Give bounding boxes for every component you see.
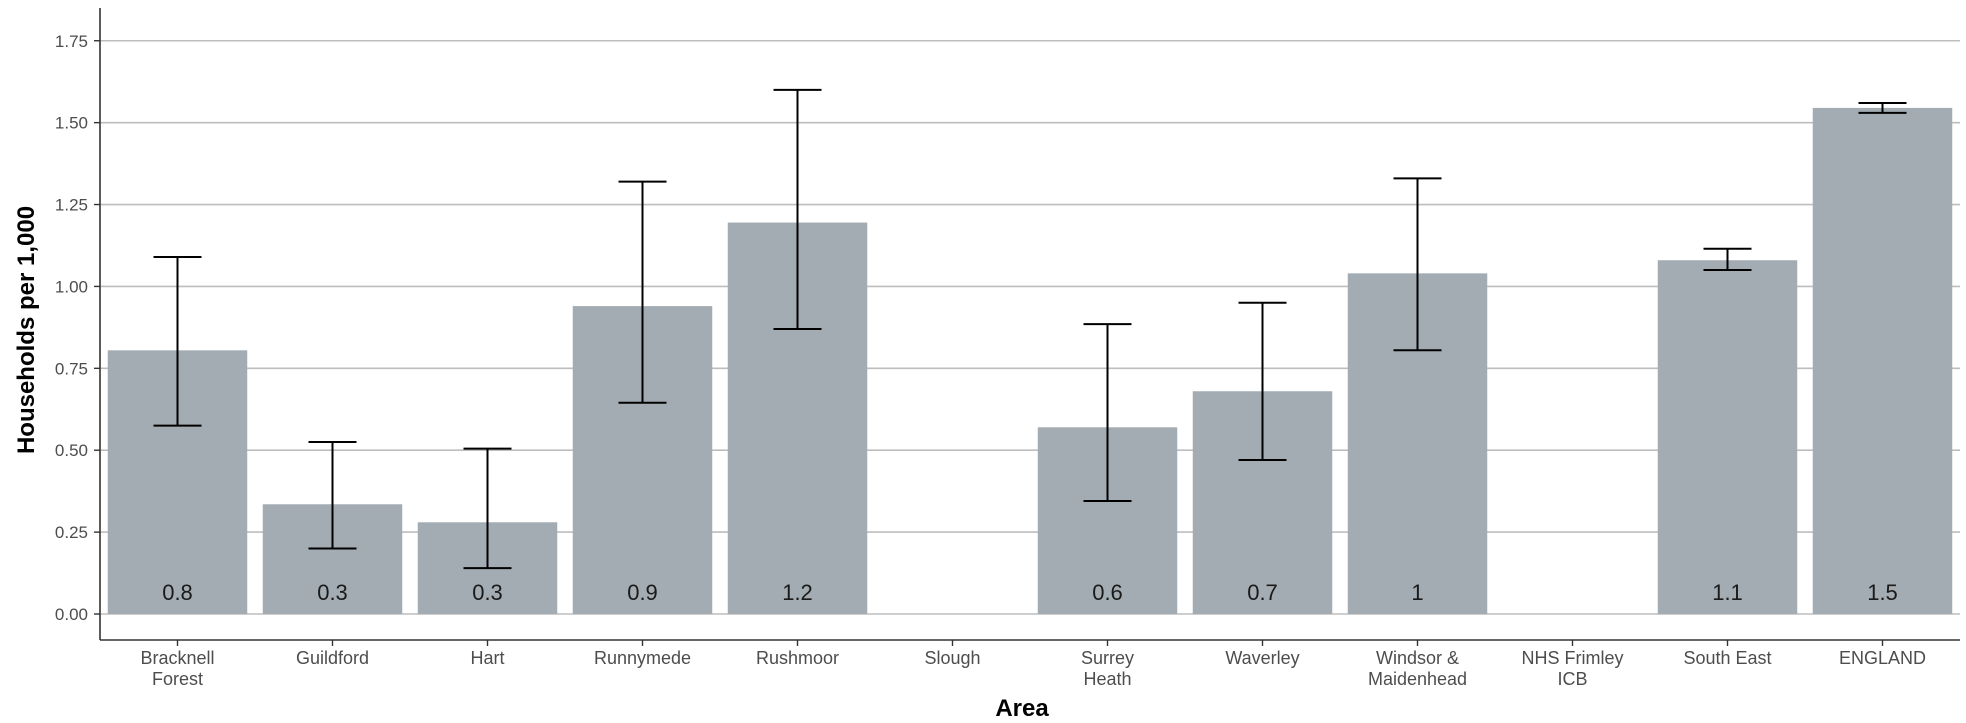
axes [99,8,1960,641]
x-tick-label: Windsor & Maidenhead [1368,648,1467,689]
data-label: 0.3 [472,580,503,605]
x-axis-ticks: Bracknell Forest Guildford Hart Runnymede Rus… [140,640,1926,689]
data-label: 0.6 [1092,580,1123,605]
x-tick-label: Rushmoor [756,648,839,668]
data-label: 1.1 [1712,580,1743,605]
data-label: 1.5 [1867,580,1898,605]
x-tick-label: Guildford [296,648,369,668]
data-label: 0.3 [317,580,348,605]
bar [1657,260,1798,614]
error-bars [153,88,1907,570]
x-tick-label: Bracknell Forest [140,648,214,689]
x-tick-label: Slough [924,648,980,668]
x-tick-label: South East [1683,648,1771,668]
x-tick-label: Surrey Heath [1081,648,1134,689]
gridlines [100,39,1960,615]
bars [107,107,1953,614]
y-tick-label: 0.75 [55,359,88,378]
y-axis-title: Households per 1,000 [13,206,40,454]
y-tick-label: 1.50 [55,114,88,133]
y-tick-label: 1.75 [55,32,88,51]
data-label: 0.7 [1247,580,1278,605]
x-axis-title: Area [995,695,1049,722]
bar [1812,107,1953,614]
x-tick-label: ENGLAND [1839,648,1926,668]
x-tick-label: Waverley [1225,648,1299,668]
y-tick-label: 0.00 [55,605,88,624]
x-tick-label: Runnymede [594,648,691,668]
y-tick-label: 0.50 [55,441,88,460]
data-label: 1 [1411,580,1423,605]
y-axis-ticks: 0.00 0.25 0.50 0.75 1.00 1.25 1.50 1.75 [55,32,100,624]
y-tick-label: 1.00 [55,277,88,296]
x-tick-label: NHS Frimley ICB [1522,648,1624,689]
y-tick-label: 1.25 [55,196,88,215]
data-labels: 0.8 0.3 0.3 0.9 1.2 0.6 0.7 1 1.1 1.5 [162,580,1898,605]
data-label: 0.8 [162,580,193,605]
x-tick-label: Hart [470,648,504,668]
data-label: 0.9 [627,580,658,605]
data-label: 1.2 [782,580,813,605]
y-tick-label: 0.25 [55,523,88,542]
